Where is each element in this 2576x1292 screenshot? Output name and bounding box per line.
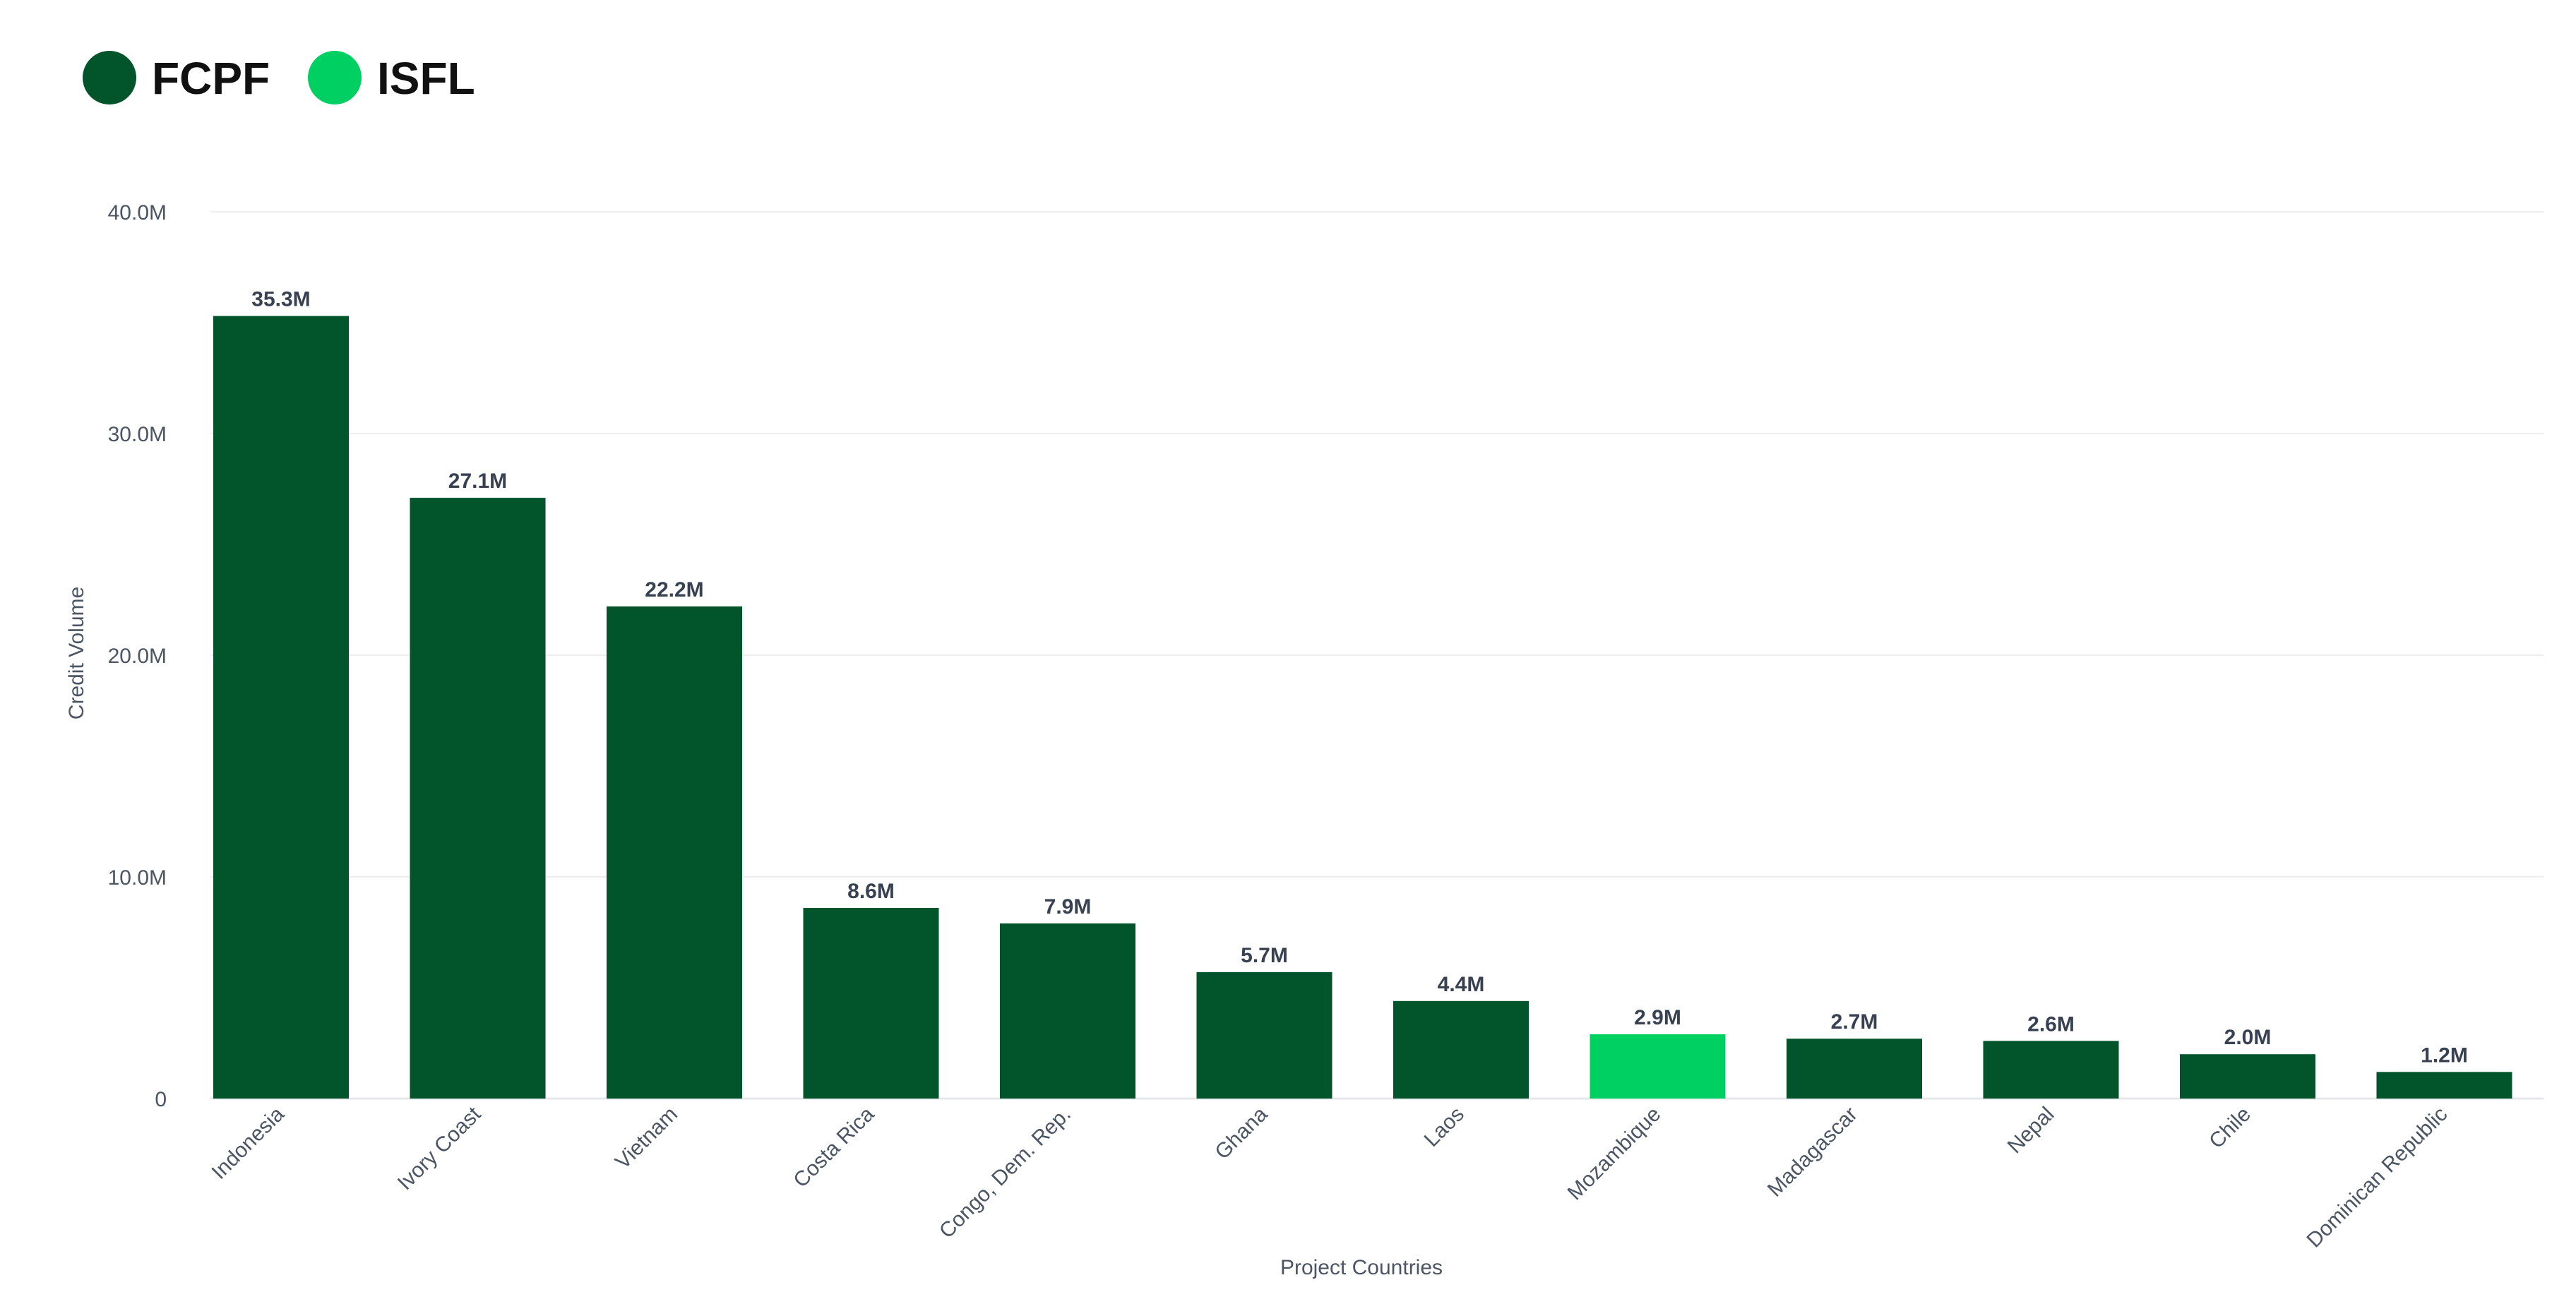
bar-value-label: 35.3M [251, 288, 310, 311]
bar-dominican-republic[interactable] [2376, 1072, 2512, 1099]
x-tick-label: Ghana [1210, 1102, 1272, 1164]
bar-mozambique[interactable] [1590, 1034, 1726, 1099]
legend-item-isfl[interactable]: ISFL [308, 51, 475, 104]
legend-label-fcpf: FCPF [152, 53, 270, 104]
bar-nepal[interactable] [1983, 1041, 2119, 1099]
x-tick-label: Indonesia [208, 1102, 290, 1184]
x-tick-label: Vietnam [611, 1103, 682, 1174]
legend-swatch-fcpf [83, 51, 136, 104]
legend-swatch-isfl [308, 51, 362, 104]
bar-value-label: 8.6M [847, 880, 895, 903]
bar-congo-dem-rep-[interactable] [1000, 923, 1135, 1099]
y-axis-title: Credit Volume [65, 587, 88, 719]
bar-value-label: 2.6M [2027, 1012, 2075, 1036]
bar-value-label: 5.7M [1241, 944, 1288, 967]
x-tick-label: Congo, Dem. Rep. [935, 1103, 1075, 1243]
x-axis-title: Project Countries [1280, 1256, 1443, 1279]
legend-label-isfl: ISFL [377, 53, 475, 104]
bar-madagascar[interactable] [1787, 1039, 1922, 1099]
chart-legend: FCPF ISFL [83, 51, 475, 104]
x-tick-label: Dominican Republic [2302, 1103, 2452, 1252]
chart-bars [213, 316, 2512, 1099]
bar-value-label: 7.9M [1044, 895, 1092, 919]
legend-item-fcpf[interactable]: FCPF [83, 51, 270, 104]
chart-grid [210, 211, 2544, 1100]
y-tick-label: 0 [155, 1088, 167, 1111]
bar-value-label: 2.7M [1831, 1010, 1878, 1034]
bar-indonesia[interactable] [213, 316, 349, 1099]
bar-value-labels: 35.3M 27.1M 22.2M 8.6M 7.9M 5.7M 4.4M 2.9M 2.7M 2… [251, 288, 2468, 1067]
bar-vietnam[interactable] [607, 606, 742, 1099]
bar-ghana[interactable] [1196, 972, 1332, 1099]
bar-costa-rica[interactable] [803, 907, 939, 1099]
x-axis-category-labels: Indonesia Ivory Coast Vietnam Costa Rica Con… [208, 1102, 2452, 1252]
bar-ivory-coast[interactable] [410, 498, 546, 1099]
bar-value-label: 1.2M [2421, 1043, 2468, 1067]
x-tick-label: Costa Rica [789, 1102, 878, 1192]
y-tick-label: 20.0M [108, 645, 167, 668]
x-tick-label: Madagascar [1763, 1103, 1862, 1202]
y-tick-label: 10.0M [108, 866, 167, 890]
bar-value-label: 4.4M [1438, 973, 1485, 996]
bar-chile[interactable] [2180, 1054, 2315, 1099]
bar-laos[interactable] [1393, 1000, 1529, 1099]
x-tick-label: Ivory Coast [393, 1102, 486, 1195]
x-tick-label: Mozambique [1563, 1103, 1666, 1205]
bar-value-label: 2.0M [2224, 1026, 2272, 1049]
bar-value-label: 22.2M [645, 578, 703, 602]
x-tick-label: Laos [1420, 1103, 1469, 1152]
y-axis-ticks: 0 10.0M 20.0M 30.0M 40.0M [108, 201, 167, 1111]
y-tick-label: 30.0M [108, 423, 167, 446]
x-tick-label: Nepal [2003, 1103, 2059, 1159]
y-tick-label: 40.0M [108, 201, 167, 225]
x-tick-label: Chile [2205, 1103, 2255, 1154]
bar-value-label: 27.1M [448, 469, 507, 493]
bar-value-label: 2.9M [1634, 1006, 1681, 1029]
